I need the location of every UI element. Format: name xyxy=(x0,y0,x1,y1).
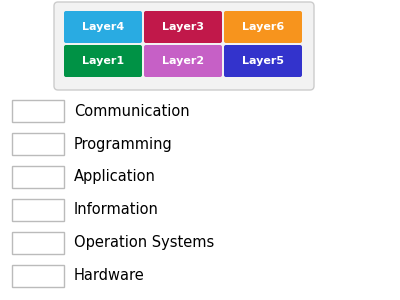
FancyBboxPatch shape xyxy=(12,133,64,155)
FancyBboxPatch shape xyxy=(224,45,302,77)
FancyBboxPatch shape xyxy=(12,100,64,122)
FancyBboxPatch shape xyxy=(64,45,142,77)
Text: Layer1: Layer1 xyxy=(82,56,124,66)
FancyBboxPatch shape xyxy=(144,11,222,43)
Text: Programming: Programming xyxy=(74,136,173,152)
Text: Information: Information xyxy=(74,202,159,217)
FancyBboxPatch shape xyxy=(12,232,64,254)
Text: Layer3: Layer3 xyxy=(162,22,204,32)
Text: Hardware: Hardware xyxy=(74,268,145,284)
FancyBboxPatch shape xyxy=(64,11,142,43)
Text: Layer5: Layer5 xyxy=(242,56,284,66)
Text: Application: Application xyxy=(74,169,156,184)
Text: Layer2: Layer2 xyxy=(162,56,204,66)
Text: Layer6: Layer6 xyxy=(242,22,284,32)
Text: Communication: Communication xyxy=(74,103,190,118)
FancyBboxPatch shape xyxy=(54,2,314,90)
FancyBboxPatch shape xyxy=(224,11,302,43)
Text: Layer4: Layer4 xyxy=(82,22,124,32)
FancyBboxPatch shape xyxy=(144,45,222,77)
FancyBboxPatch shape xyxy=(12,265,64,287)
FancyBboxPatch shape xyxy=(12,166,64,188)
FancyBboxPatch shape xyxy=(12,199,64,221)
Text: Operation Systems: Operation Systems xyxy=(74,236,214,250)
